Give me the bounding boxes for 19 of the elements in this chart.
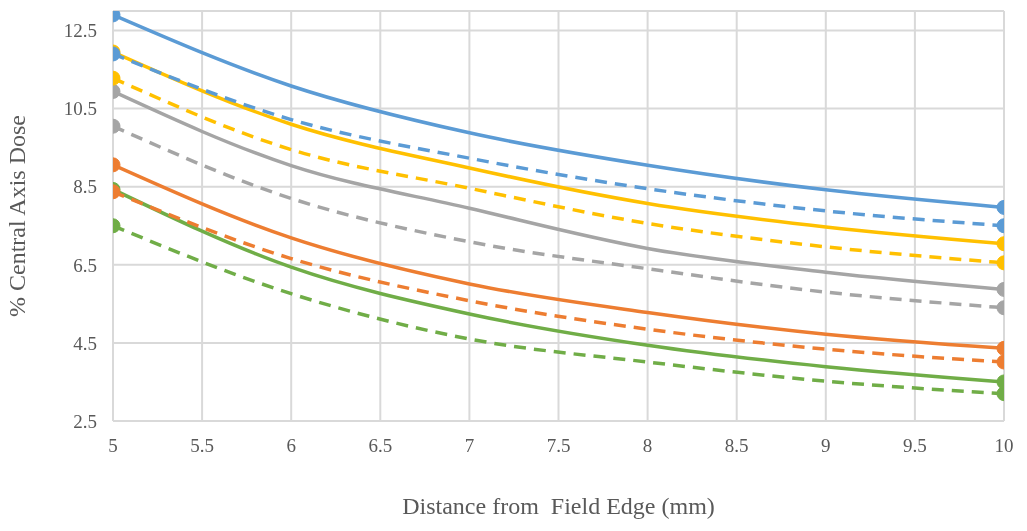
x-tick-label: 7.5 [546, 435, 571, 457]
y-tick-label: 10.5 [63, 98, 97, 120]
x-tick-label: 7 [464, 435, 475, 457]
x-tick-label: 8.5 [724, 435, 749, 457]
x-tick-label: 9 [821, 435, 831, 457]
x-tick-label: 9.5 [903, 435, 927, 457]
y-tick-label: 4.5 [73, 332, 97, 354]
x-tick-label: 6.5 [368, 435, 393, 457]
y-tick-label: 6.5 [73, 254, 97, 276]
x-tick-label: 5 [108, 435, 118, 457]
y-tick-label: 2.5 [73, 410, 97, 432]
x-axis-title: Distance from Field Edge (mm) [402, 493, 715, 519]
y-tick-label: 8.5 [73, 176, 97, 198]
y-axis-title: % Central Axis Dose [3, 115, 30, 317]
x-tick-label: 6 [286, 435, 296, 457]
y-tick-label: 12.5 [63, 20, 97, 42]
x-tick-label: 5.5 [190, 435, 214, 457]
x-tick-label: 10 [994, 435, 1014, 457]
x-tick-label: 8 [642, 435, 653, 457]
